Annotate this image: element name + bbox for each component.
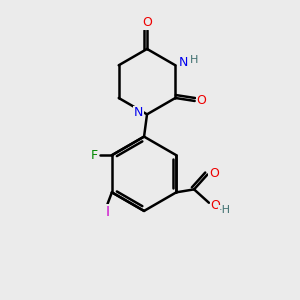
Text: O: O — [142, 16, 152, 29]
Text: O: O — [211, 199, 220, 212]
Text: O: O — [209, 167, 219, 179]
Text: N: N — [134, 106, 143, 119]
Text: N: N — [179, 56, 188, 69]
Text: I: I — [105, 205, 110, 219]
Text: H: H — [190, 55, 198, 65]
Text: O: O — [196, 94, 206, 107]
Text: ·H: ·H — [218, 205, 230, 215]
Text: F: F — [91, 149, 98, 162]
